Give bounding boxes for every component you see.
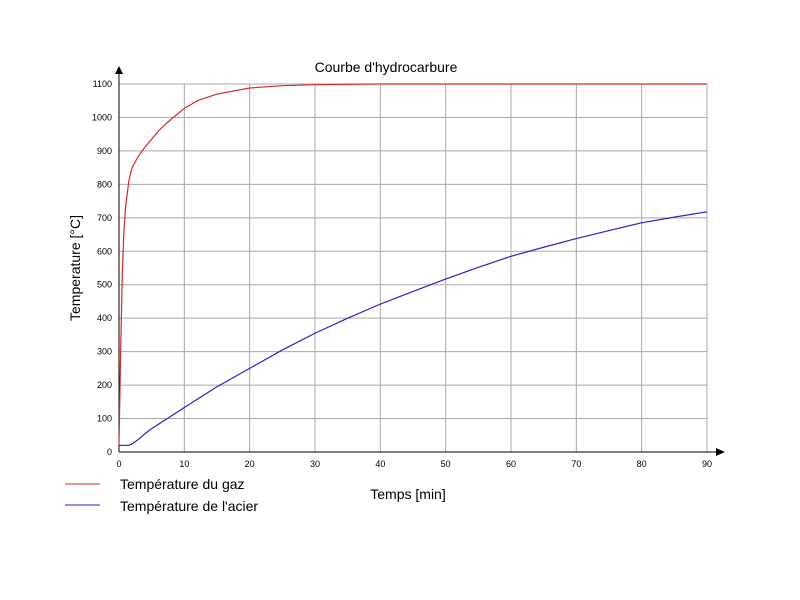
x-tick-label: 40 <box>375 459 385 469</box>
y-tick-label: 900 <box>97 146 112 156</box>
x-tick-label: 20 <box>245 459 255 469</box>
y-tick-label: 500 <box>97 280 112 290</box>
grid <box>119 83 708 452</box>
x-axis-arrow <box>716 448 725 456</box>
x-tick-label: 60 <box>506 459 516 469</box>
y-tick-label: 600 <box>97 246 112 256</box>
x-tick-label: 0 <box>116 459 121 469</box>
x-axis-label: Temps [min] <box>370 486 445 502</box>
chart-title: Courbe d'hydrocarbure <box>315 59 458 75</box>
series <box>118 83 708 446</box>
y-tick-label: 300 <box>97 347 112 357</box>
x-tick-label: 90 <box>702 459 712 469</box>
y-tick-label: 400 <box>97 313 112 323</box>
x-tick-labels: 0 10 20 30 40 50 60 70 80 90 <box>116 459 712 469</box>
legend: Température du gaz Température de l'acie… <box>65 476 258 514</box>
series-line-gas-temperature <box>118 83 707 446</box>
x-tick-label: 10 <box>179 459 189 469</box>
y-tick-label: 100 <box>97 414 112 424</box>
legend-label-gas: Température du gaz <box>120 476 245 492</box>
y-tick-label: 200 <box>97 380 112 390</box>
y-tick-label: 800 <box>97 179 112 189</box>
y-tick-label: 0 <box>107 447 112 457</box>
y-tick-label: 1100 <box>93 79 112 89</box>
x-tick-label: 70 <box>571 459 581 469</box>
y-axis-label: Temperature [°C] <box>67 215 83 321</box>
series-line-steel-temperature <box>119 211 708 446</box>
y-tick-labels: 0 100 200 300 400 500 600 700 800 900 1000 1100 <box>92 79 112 457</box>
axes <box>115 66 725 456</box>
x-tick-label: 50 <box>441 459 451 469</box>
x-tick-label: 80 <box>637 459 647 469</box>
y-axis-arrow <box>115 66 123 74</box>
y-tick-label: 1000 <box>92 112 112 122</box>
y-tick-label: 700 <box>97 213 112 223</box>
legend-label-steel: Température de l'acier <box>120 498 258 514</box>
x-tick-label: 30 <box>310 459 320 469</box>
